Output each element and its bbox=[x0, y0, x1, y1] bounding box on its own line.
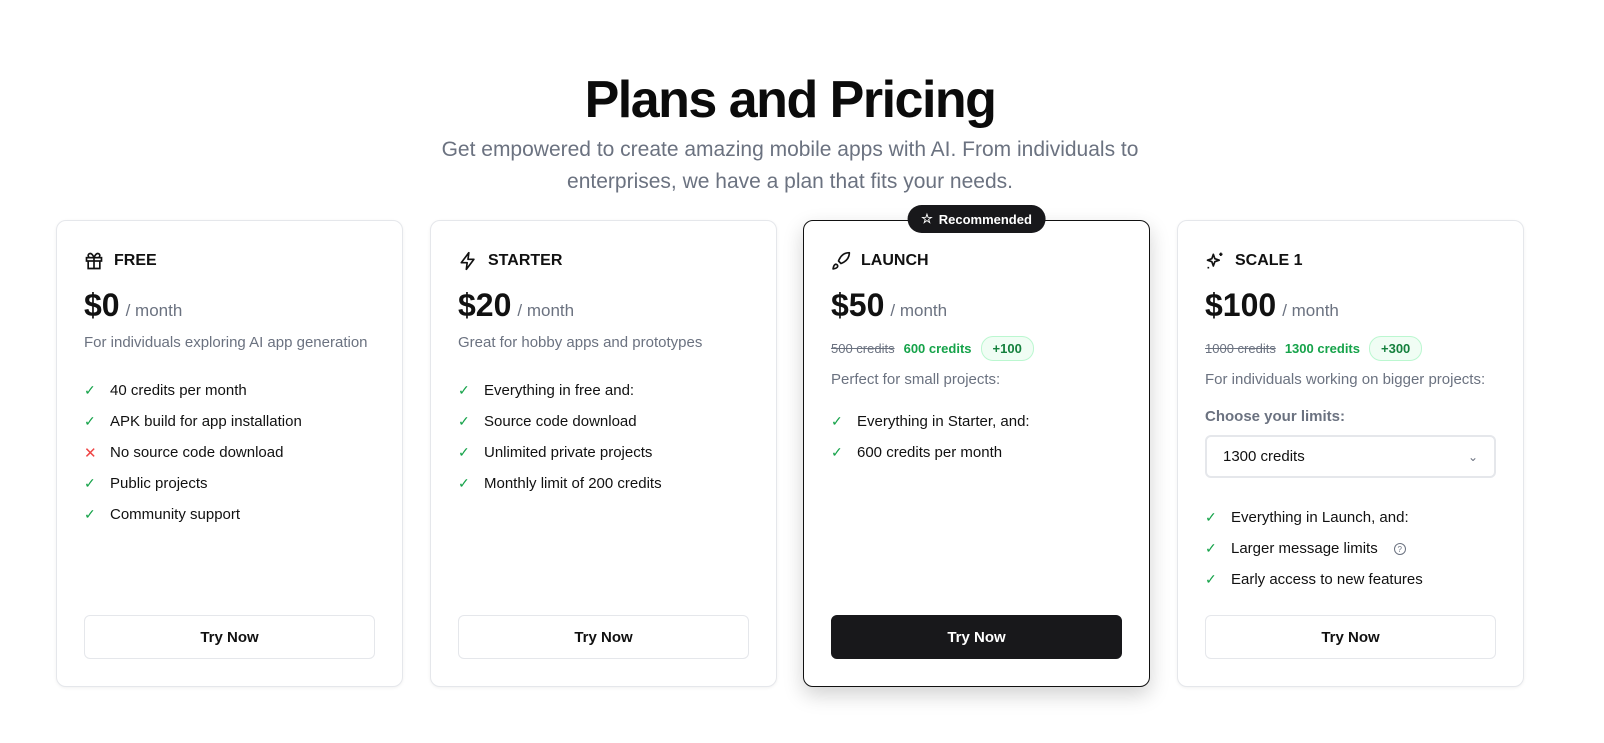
feature-text: Monthly limit of 200 credits bbox=[484, 475, 662, 492]
rocket-icon bbox=[832, 251, 851, 270]
plan-description: Perfect for small projects: bbox=[831, 371, 1001, 388]
feature-list: ✓ Everything in Starter, and: ✓ 600 credit… bbox=[831, 406, 1122, 468]
check-icon: ✓ bbox=[1205, 509, 1217, 525]
feature-text: No source code download bbox=[110, 444, 284, 461]
check-icon: ✓ bbox=[458, 475, 470, 491]
feature-item: ✕ No source code download bbox=[84, 437, 375, 468]
feature-text: Community support bbox=[110, 506, 241, 523]
check-icon: ✓ bbox=[84, 475, 96, 491]
feature-item: ✓ Everything in Starter, and: bbox=[831, 406, 1122, 437]
check-icon: ✓ bbox=[1205, 571, 1217, 587]
try-now-button-scale[interactable]: Try Now bbox=[1205, 615, 1496, 659]
sparkles-icon bbox=[1206, 252, 1223, 269]
feature-text: Unlimited private projects bbox=[484, 444, 653, 461]
feature-list: ✓ Everything in Launch, and: ✓ Larger mess… bbox=[1205, 502, 1496, 595]
recommended-badge: ☆ Recommended bbox=[907, 205, 1046, 233]
limits-label: Choose your limits: bbox=[1205, 408, 1346, 425]
plan-name: FREE bbox=[114, 252, 157, 269]
bonus-badge: +100 bbox=[980, 336, 1034, 361]
plan-card-launch: ☆ Recommended LAUNCH $50 / month 500 credi… bbox=[803, 205, 1150, 687]
new-credits: 1300 credits bbox=[1284, 341, 1360, 356]
gift-icon bbox=[85, 252, 103, 270]
feature-item: ✓ Larger message limits? bbox=[1205, 533, 1496, 564]
plan-price: $100 bbox=[1205, 287, 1277, 323]
new-credits: 600 credits bbox=[903, 341, 972, 356]
feature-item: ✓ Source code download bbox=[458, 406, 749, 437]
help-icon[interactable]: ? bbox=[1393, 542, 1406, 555]
badge-text: Recommended bbox=[938, 211, 1032, 227]
feature-item: ✓ Public projects bbox=[84, 468, 375, 499]
feature-text: Early access to new features bbox=[1231, 571, 1423, 588]
plan-description: Great for hobby apps and prototypes bbox=[458, 334, 703, 351]
try-now-button-launch[interactable]: Try Now bbox=[831, 615, 1122, 659]
zap-icon bbox=[460, 251, 475, 271]
plan-card-free: FREE $0 / month For individuals exploring… bbox=[56, 220, 403, 687]
check-icon: ✓ bbox=[84, 413, 96, 429]
plan-card-scale: SCALE 1 $100 / month 1000 credits 1300 cre… bbox=[1177, 220, 1524, 687]
plan-name: STARTER bbox=[488, 252, 563, 269]
credits-info: 1000 credits 1300 credits +300 bbox=[1205, 336, 1496, 361]
feature-item: ✓ 40 credits per month bbox=[84, 375, 375, 406]
plan-name: SCALE 1 bbox=[1235, 252, 1303, 269]
feature-text: Source code download bbox=[484, 413, 637, 430]
plan-price: $0 bbox=[84, 287, 120, 323]
plan-name: LAUNCH bbox=[861, 252, 929, 269]
feature-text: 40 credits per month bbox=[110, 382, 247, 399]
feature-text: Everything in Starter, and: bbox=[857, 413, 1030, 430]
feature-item: ✓ APK build for app installation bbox=[84, 406, 375, 437]
feature-text: Everything in free and: bbox=[484, 382, 635, 399]
try-now-button-free[interactable]: Try Now bbox=[84, 615, 375, 659]
feature-item: ✓ Early access to new features bbox=[1205, 564, 1496, 595]
check-icon: ✓ bbox=[1205, 540, 1217, 556]
feature-item: ✓ Unlimited private projects bbox=[458, 437, 749, 468]
check-icon: ✓ bbox=[458, 382, 470, 398]
feature-item: ✓ Everything in Launch, and: bbox=[1205, 502, 1496, 533]
plan-price: $20 bbox=[458, 287, 512, 323]
feature-item: ✓ Community support bbox=[84, 499, 375, 530]
feature-item: ✓ Monthly limit of 200 credits bbox=[458, 468, 749, 499]
plan-price: $50 bbox=[831, 287, 885, 323]
feature-item: ✓ 600 credits per month bbox=[831, 437, 1122, 468]
page-subtitle: Get empowered to create amazing mobile a… bbox=[441, 138, 1139, 193]
plan-card-starter: STARTER $20 / month Great for hobby apps … bbox=[430, 220, 777, 687]
star-icon: ☆ bbox=[921, 211, 933, 226]
old-credits: 500 credits bbox=[831, 341, 895, 356]
feature-text: APK build for app installation bbox=[110, 413, 302, 430]
check-icon: ✓ bbox=[831, 444, 843, 460]
cross-icon: ✕ bbox=[84, 444, 97, 462]
limits-select[interactable]: 1300 credits ⌄ bbox=[1205, 435, 1496, 478]
feature-text: Public projects bbox=[110, 475, 208, 492]
check-icon: ✓ bbox=[831, 413, 843, 429]
feature-list: ✓ 40 credits per month ✓ APK build for app… bbox=[84, 375, 375, 530]
chevron-down-icon: ⌄ bbox=[1467, 449, 1478, 464]
feature-text: Everything in Launch, and: bbox=[1231, 509, 1409, 526]
check-icon: ✓ bbox=[84, 382, 96, 398]
feature-text: Larger message limits bbox=[1231, 540, 1378, 557]
feature-list: ✓ Everything in free and: ✓ Source code do… bbox=[458, 375, 749, 499]
plan-description: For individuals exploring AI app generat… bbox=[84, 334, 368, 351]
plan-description: For individuals working on bigger projec… bbox=[1205, 371, 1486, 388]
plan-period: / month bbox=[890, 301, 948, 320]
feature-text: 600 credits per month bbox=[857, 444, 1003, 461]
check-icon: ✓ bbox=[84, 506, 96, 522]
plan-period: / month bbox=[125, 301, 183, 320]
credits-info: 500 credits 600 credits +100 bbox=[831, 336, 1122, 361]
page-title: Plans and Pricing bbox=[584, 71, 997, 129]
old-credits: 1000 credits bbox=[1205, 341, 1276, 356]
check-icon: ✓ bbox=[458, 413, 470, 429]
bonus-badge: +300 bbox=[1369, 336, 1423, 361]
plan-period: / month bbox=[1282, 301, 1339, 320]
try-now-button-starter[interactable]: Try Now bbox=[458, 615, 749, 659]
limits-value: 1300 credits bbox=[1223, 448, 1305, 465]
plan-period: / month bbox=[517, 301, 575, 320]
check-icon: ✓ bbox=[458, 444, 470, 460]
feature-item: ✓ Everything in free and: bbox=[458, 375, 749, 406]
